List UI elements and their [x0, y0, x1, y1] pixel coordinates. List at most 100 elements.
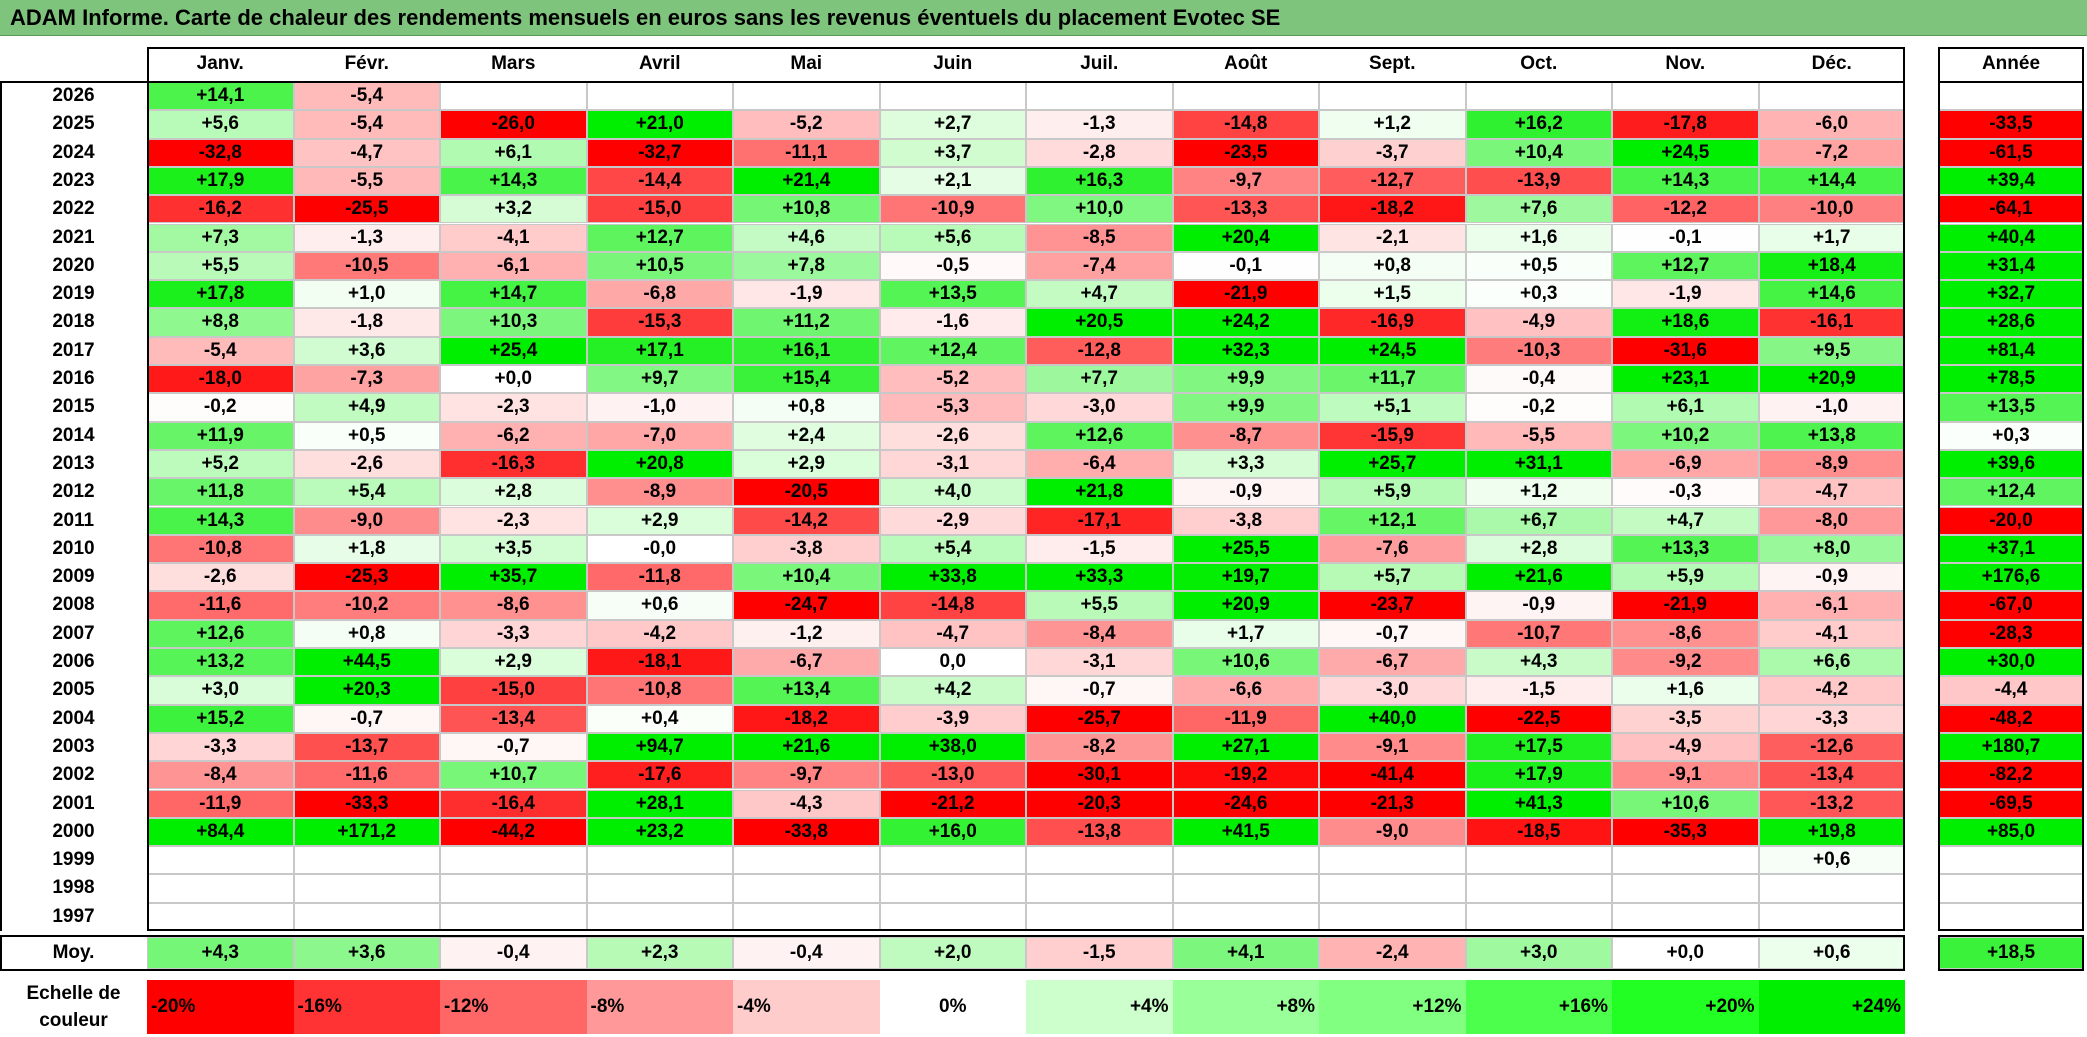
heatmap-cell: +3,3: [1172, 449, 1319, 479]
heatmap-cell: +11,2: [733, 308, 880, 337]
month-header: Oct.: [1520, 53, 1558, 74]
heatmap-cell: +0,3: [1465, 280, 1612, 309]
heatmap-cell: -32,8: [147, 138, 294, 167]
heatmap-cell: -15,0: [440, 676, 587, 705]
heatmap-cell: +10,4: [1465, 138, 1612, 167]
heatmap-cell: +5,2: [147, 449, 294, 479]
year-column-left-line: [0, 81, 2, 931]
heatmap-cell: [1465, 902, 1612, 931]
heatmap-cell: +2,9: [586, 506, 733, 535]
heatmap-cell: -31,6: [1612, 336, 1759, 365]
heatmap-cell: +12,7: [1612, 251, 1759, 281]
heatmap-cell: +40,0: [1319, 704, 1466, 733]
heatmap-cell: +12,6: [147, 619, 294, 648]
heatmap-cell: -9,0: [293, 506, 440, 535]
heatmap-cell: +20,3: [293, 676, 440, 705]
month-header: Juin: [933, 53, 973, 74]
heatmap-cell: -16,1: [1758, 308, 1905, 337]
heatmap-cell: -8,4: [1026, 619, 1173, 648]
heatmap-cell: +3,6: [293, 336, 440, 365]
heatmap-cell: [440, 82, 587, 111]
year-label: 2017: [52, 339, 95, 361]
heatmap-cell: +28,1: [586, 789, 733, 818]
heatmap-cell: -13,8: [1026, 817, 1173, 847]
heatmap-cell: +12,1: [1319, 506, 1466, 535]
heatmap-cell: -1,2: [733, 619, 880, 648]
heatmap-cell: +4,7: [1612, 506, 1759, 535]
heatmap-cell: +5,9: [1319, 478, 1466, 507]
heatmap-cell: -0,7: [1026, 676, 1173, 705]
heatmap-cell: +6,6: [1758, 648, 1905, 677]
year-label: 2023: [52, 169, 95, 191]
year-label: 2009: [52, 566, 95, 588]
heatmap-cell: -5,5: [293, 166, 440, 196]
heatmap-cell: +4,3: [1465, 648, 1612, 677]
heatmap-cell: -17,1: [1026, 506, 1173, 535]
year-label: 2019: [52, 283, 95, 305]
heatmap-cell: -25,5: [293, 195, 440, 224]
header-separator-line: [0, 81, 1905, 83]
heatmap-cell: +0,8: [1319, 251, 1466, 281]
color-scale-stop: +4%: [1026, 980, 1173, 1034]
heatmap-cell: [586, 874, 733, 903]
heatmap-cell: +1,7: [1758, 223, 1905, 252]
heatmap-cell: -9,1: [1319, 732, 1466, 762]
annual-cell: [1938, 846, 2084, 875]
heatmap-cell: [1612, 846, 1759, 875]
heatmap-cell: -12,2: [1612, 195, 1759, 224]
heatmap-cell: +17,1: [586, 336, 733, 365]
color-scale-stop: -16%: [293, 980, 440, 1034]
heatmap-cell: -3,3: [440, 619, 587, 648]
heatmap-cell: +19,7: [1172, 563, 1319, 592]
heatmap-cell: -15,0: [586, 195, 733, 224]
annual-cell: -28,3: [1938, 619, 2084, 648]
heatmap-cell: +5,5: [147, 251, 294, 281]
heatmap-cell: -3,0: [1319, 676, 1466, 705]
heatmap-cell: +6,1: [440, 138, 587, 167]
heatmap-cell: -14,4: [586, 166, 733, 196]
annual-cell: [1938, 902, 2084, 931]
heatmap-cell: -2,6: [293, 449, 440, 479]
average-cell: -0,4: [733, 937, 880, 969]
heatmap-cell: +17,8: [147, 280, 294, 309]
month-header: Mai: [790, 53, 823, 74]
heatmap-cell: -8,4: [147, 761, 294, 790]
heatmap-cell: -8,0: [1758, 506, 1905, 535]
year-label: 2011: [52, 509, 95, 531]
annual-cell: -69,5: [1938, 789, 2084, 818]
heatmap-cell: -3,9: [879, 704, 1026, 733]
heatmap-cell: +14,3: [147, 506, 294, 535]
heatmap-cell: -6,6: [1172, 676, 1319, 705]
annual-cell: +39,4: [1938, 166, 2084, 196]
color-scale-stop: -20%: [147, 980, 294, 1034]
year-label: 2004: [52, 707, 95, 729]
annual-cell: +0,3: [1938, 421, 2084, 450]
heatmap-cell: +0,4: [586, 704, 733, 733]
average-cell: -2,4: [1319, 937, 1466, 969]
heatmap-cell: +1,5: [1319, 280, 1466, 309]
heatmap-cell: -9,1: [1612, 761, 1759, 790]
heatmap-cell: -15,9: [1319, 421, 1466, 450]
heatmap-cell: [733, 846, 880, 875]
heatmap-cell: +3,2: [440, 195, 587, 224]
heatmap-cell: +10,8: [733, 195, 880, 224]
heatmap-cell: +15,2: [147, 704, 294, 733]
heatmap-cell: +0,0: [440, 365, 587, 394]
year-label: 2026: [52, 85, 95, 106]
heatmap-cell: +1,6: [1612, 676, 1759, 705]
heatmap-cell: +4,6: [733, 223, 880, 252]
annual-cell: +39,6: [1938, 449, 2084, 479]
heatmap-cell: +31,1: [1465, 449, 1612, 479]
heatmap-cell: [1612, 874, 1759, 903]
heatmap-cell: -6,7: [733, 648, 880, 677]
heatmap-cell: -0,2: [147, 393, 294, 422]
heatmap-cell: +14,4: [1758, 166, 1905, 196]
heatmap-cell: -1,0: [586, 393, 733, 422]
heatmap-cell: +84,4: [147, 817, 294, 847]
heatmap-cell: [1612, 82, 1759, 111]
heatmap-cell: +12,7: [586, 223, 733, 252]
annual-cell: +85,0: [1938, 817, 2084, 847]
heatmap-cell: -4,1: [1758, 619, 1905, 648]
heatmap-cell: [293, 846, 440, 875]
heatmap-cell: +14,7: [440, 280, 587, 309]
